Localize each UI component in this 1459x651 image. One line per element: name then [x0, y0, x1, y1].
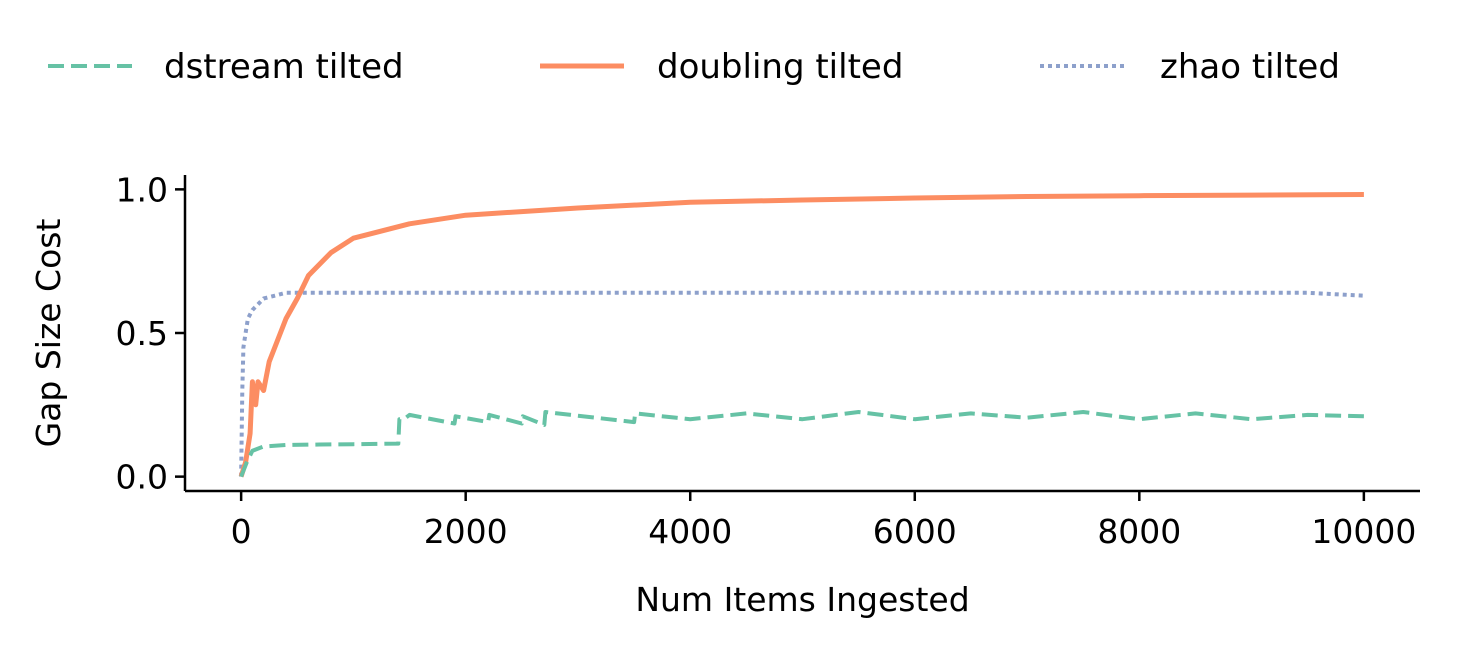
- y-axis-label: Gap Size Cost: [29, 219, 68, 448]
- series-line-zhao-tilted: [239, 290, 1365, 477]
- axes: 0 2000 4000 6000 8000 10000 0.0 0.5 1.0 Num Ite…: [29, 170, 1420, 619]
- legend-label-dstream-tilted: dstream tilted: [164, 47, 404, 87]
- legend-label-doubling-tilted: doubling tilted: [657, 47, 903, 87]
- y-tick-label: 0.0: [116, 458, 168, 497]
- y-tick-label: 1.0: [116, 170, 168, 209]
- x-tick-label: 8000: [1097, 512, 1181, 551]
- x-tick-label: 2000: [424, 512, 508, 551]
- x-tick-label: 0: [231, 512, 252, 551]
- x-tick-label: 6000: [873, 512, 957, 551]
- plot-series: [238, 192, 1365, 478]
- series-line-doubling-tilted: [238, 192, 1364, 478]
- y-tick-label: 0.5: [116, 314, 168, 353]
- legend: dstream tilted doubling tilted zhao tilt…: [48, 47, 1340, 87]
- y-ticks: 0.0 0.5 1.0: [116, 170, 185, 497]
- x-axis-label: Num Items Ingested: [635, 580, 969, 619]
- series-line-dstream-tilted: [239, 410, 1364, 478]
- x-tick-label: 4000: [648, 512, 732, 551]
- x-tick-label: 10000: [1311, 512, 1416, 551]
- legend-label-zhao-tilted: zhao tilted: [1160, 47, 1340, 87]
- x-ticks: 0 2000 4000 6000 8000 10000: [231, 491, 1416, 551]
